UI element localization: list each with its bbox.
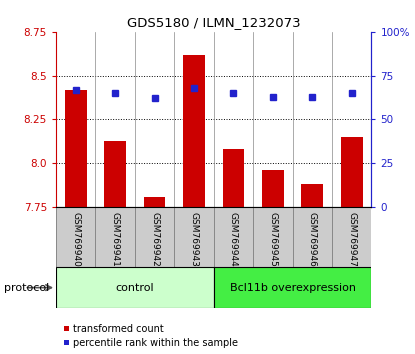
Text: GSM769943: GSM769943 (190, 212, 198, 267)
Text: GSM769944: GSM769944 (229, 212, 238, 267)
Bar (293, 207, 332, 267)
Text: Bcl11b overexpression: Bcl11b overexpression (229, 282, 356, 293)
Bar (65, 90, 87, 207)
Bar (183, 55, 205, 207)
Bar (262, 170, 284, 207)
Bar (144, 196, 166, 207)
Bar (214, 207, 253, 267)
Text: GSM769947: GSM769947 (347, 212, 356, 267)
Bar (56, 267, 214, 308)
Text: percentile rank within the sample: percentile rank within the sample (73, 338, 239, 348)
Text: control: control (115, 282, 154, 293)
Bar (301, 184, 323, 207)
Bar (214, 267, 371, 308)
Text: GSM769940: GSM769940 (71, 212, 80, 267)
Bar (174, 207, 214, 267)
Text: GSM769946: GSM769946 (308, 212, 317, 267)
Bar (253, 207, 293, 267)
Bar (332, 207, 371, 267)
Text: transformed count: transformed count (73, 324, 164, 334)
Text: GSM769941: GSM769941 (111, 212, 120, 267)
Bar (95, 207, 135, 267)
Text: GSM769942: GSM769942 (150, 212, 159, 267)
Bar (104, 141, 126, 207)
Text: protocol: protocol (4, 282, 49, 293)
Bar (222, 149, 244, 207)
Bar (56, 207, 95, 267)
Text: GSM769945: GSM769945 (269, 212, 277, 267)
Title: GDS5180 / ILMN_1232073: GDS5180 / ILMN_1232073 (127, 16, 300, 29)
Bar (341, 137, 363, 207)
Bar (135, 207, 174, 267)
